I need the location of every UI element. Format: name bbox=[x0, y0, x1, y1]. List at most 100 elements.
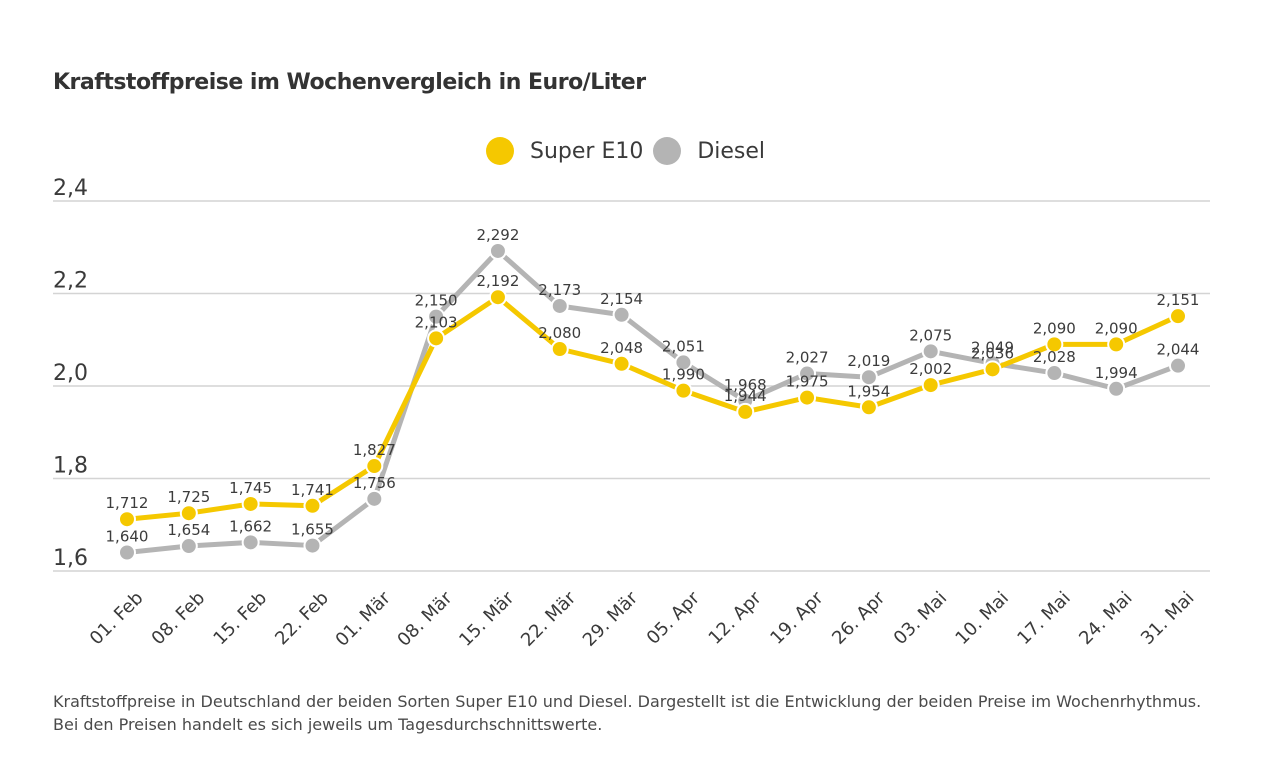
x-tick-label: 01. Mär bbox=[332, 587, 396, 651]
data-label-super-e10: 2,151 bbox=[1157, 291, 1200, 309]
x-tick-label: 08. Feb bbox=[148, 588, 210, 650]
data-label-diesel: 2,150 bbox=[415, 292, 458, 310]
data-point-super-e10[interactable] bbox=[550, 340, 569, 358]
data-point-diesel[interactable] bbox=[118, 543, 136, 562]
legend-item-super-e10[interactable]: Super E10 bbox=[486, 137, 643, 165]
data-label-super-e10: 2,080 bbox=[538, 324, 581, 342]
data-label-diesel: 1,655 bbox=[291, 521, 334, 539]
y-tick-label: 2,4 bbox=[53, 176, 88, 201]
data-point-super-e10[interactable] bbox=[488, 288, 507, 307]
data-label-super-e10: 1,975 bbox=[786, 373, 829, 391]
data-point-super-e10[interactable] bbox=[241, 494, 260, 513]
legend-marker-diesel bbox=[653, 137, 682, 165]
data-labels: 1,640 1,654 1,662 1,655 1,756 2,150 2,292 2,173… bbox=[106, 226, 1200, 546]
data-point-super-e10[interactable] bbox=[365, 457, 384, 476]
data-point-diesel[interactable] bbox=[859, 368, 878, 387]
data-point-super-e10[interactable] bbox=[798, 388, 817, 407]
legend: Super E10 Diesel bbox=[486, 136, 775, 166]
x-tick-label: 05. Apr bbox=[643, 587, 705, 649]
data-point-diesel[interactable] bbox=[179, 537, 198, 556]
data-point-super-e10[interactable] bbox=[118, 510, 136, 529]
legend-marker-super-e10 bbox=[486, 137, 514, 165]
y-tick-label: 1,6 bbox=[53, 546, 88, 571]
data-point-diesel[interactable] bbox=[303, 536, 322, 555]
footnote: Kraftstoffpreise in Deutschland der beid… bbox=[53, 692, 1202, 734]
data-point-diesel[interactable] bbox=[488, 241, 507, 260]
x-tick-label: 22. Feb bbox=[271, 588, 333, 650]
data-point-diesel[interactable] bbox=[550, 296, 569, 315]
data-point-super-e10[interactable] bbox=[674, 381, 693, 400]
x-tick-label: 15. Feb bbox=[209, 588, 271, 650]
data-label-super-e10: 1,745 bbox=[229, 479, 272, 497]
data-point-super-e10[interactable] bbox=[303, 496, 322, 515]
data-label-diesel: 2,173 bbox=[538, 281, 581, 299]
data-label-diesel: 1,662 bbox=[229, 517, 272, 535]
data-label-diesel: 2,028 bbox=[1033, 348, 1076, 366]
data-point-diesel[interactable] bbox=[1045, 364, 1064, 383]
x-tick-label: 12. Apr bbox=[705, 587, 767, 649]
data-label-diesel: 2,292 bbox=[476, 226, 519, 244]
x-tick-label: 08. Mär bbox=[393, 587, 457, 651]
data-point-diesel[interactable] bbox=[241, 533, 260, 552]
data-label-super-e10: 2,002 bbox=[909, 360, 952, 378]
data-point-super-e10[interactable] bbox=[1045, 335, 1064, 354]
data-point-diesel[interactable] bbox=[1107, 379, 1126, 398]
data-label-super-e10: 1,954 bbox=[847, 382, 890, 400]
data-label-diesel: 2,019 bbox=[847, 352, 890, 370]
data-label-super-e10: 1,827 bbox=[353, 441, 396, 459]
x-tick-label: 10. Mai bbox=[952, 588, 1013, 649]
data-point-super-e10[interactable] bbox=[1169, 307, 1187, 326]
data-label-super-e10: 1,741 bbox=[291, 481, 334, 499]
data-label-super-e10: 1,990 bbox=[662, 366, 705, 384]
data-label-super-e10: 2,192 bbox=[476, 272, 519, 290]
data-label-super-e10: 2,103 bbox=[415, 313, 458, 331]
data-label-diesel: 1,654 bbox=[167, 521, 210, 539]
data-point-diesel[interactable] bbox=[612, 305, 631, 324]
data-point-super-e10[interactable] bbox=[179, 504, 198, 523]
data-point-diesel[interactable] bbox=[921, 342, 940, 361]
data-label-super-e10: 2,090 bbox=[1033, 319, 1076, 337]
x-tick-label: 03. Mai bbox=[890, 588, 951, 649]
data-point-super-e10[interactable] bbox=[859, 398, 878, 417]
data-label-super-e10: 2,090 bbox=[1095, 319, 1138, 337]
data-point-diesel[interactable] bbox=[427, 307, 446, 326]
x-tick-label: 24. Mai bbox=[1075, 588, 1136, 649]
x-tick-label: 31. Mai bbox=[1137, 588, 1198, 649]
data-point-super-e10[interactable] bbox=[1107, 335, 1126, 354]
data-label-diesel: 2,051 bbox=[662, 337, 705, 355]
data-label-diesel: 2,044 bbox=[1157, 341, 1200, 359]
data-point-diesel[interactable] bbox=[674, 353, 693, 372]
series-line-super-e10 bbox=[126, 294, 1180, 522]
y-tick-label: 2,2 bbox=[53, 269, 88, 294]
x-tick-label: 22. Mär bbox=[517, 587, 581, 651]
data-point-diesel[interactable] bbox=[365, 489, 384, 508]
x-tick-label: 29. Mär bbox=[579, 587, 643, 651]
data-label-super-e10: 2,048 bbox=[600, 339, 643, 357]
data-label-super-e10: 2,036 bbox=[971, 344, 1014, 362]
data-point-diesel[interactable] bbox=[1169, 356, 1187, 375]
y-tick-label: 2,0 bbox=[53, 361, 88, 386]
data-label-diesel: 1,968 bbox=[724, 376, 767, 394]
data-label-diesel: 1,640 bbox=[106, 528, 149, 546]
data-label-diesel: 2,154 bbox=[600, 290, 643, 308]
data-label-super-e10: 1,712 bbox=[106, 494, 149, 512]
data-point-super-e10[interactable] bbox=[427, 329, 446, 348]
data-label-diesel: 2,049 bbox=[971, 338, 1014, 356]
legend-item-diesel[interactable]: Diesel bbox=[653, 137, 765, 165]
x-tick-label: 17. Mai bbox=[1013, 588, 1074, 649]
data-point-super-e10[interactable] bbox=[921, 376, 940, 395]
data-point-diesel[interactable] bbox=[798, 364, 817, 383]
data-label-super-e10: 1,944 bbox=[724, 387, 767, 405]
data-point-super-e10[interactable] bbox=[612, 354, 631, 373]
x-tick-label: 19. Apr bbox=[766, 587, 828, 649]
series-diesel bbox=[118, 241, 1187, 562]
legend-label-diesel: Diesel bbox=[697, 138, 766, 164]
legend-label-super-e10: Super E10 bbox=[530, 138, 644, 164]
chart-title: Kraftstoffpreise im Wochenvergleich in E… bbox=[53, 70, 646, 95]
x-tick-label: 26. Apr bbox=[828, 587, 890, 649]
data-point-super-e10[interactable] bbox=[736, 402, 755, 421]
data-point-super-e10[interactable] bbox=[983, 360, 1002, 379]
data-label-super-e10: 1,725 bbox=[167, 488, 210, 506]
data-label-diesel: 2,027 bbox=[786, 349, 829, 367]
